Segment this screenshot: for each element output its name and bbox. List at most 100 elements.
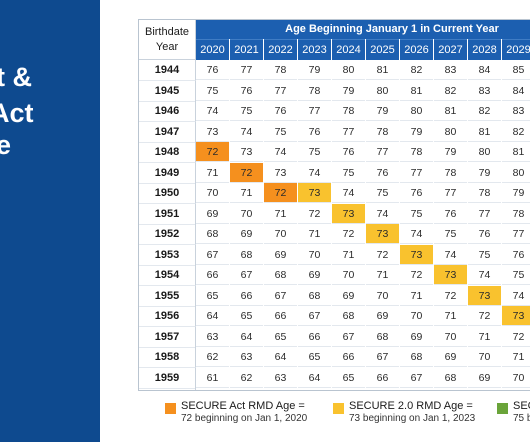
age-cell: 77 — [434, 183, 467, 203]
age-cell: 66 — [366, 368, 399, 388]
age-cell: 76 — [332, 142, 365, 162]
age-cell: 69 — [468, 368, 501, 388]
year-header-2022: 2022 — [264, 39, 297, 60]
year-header-2029: 2029 — [502, 39, 530, 60]
age-cell: 69 — [400, 327, 433, 347]
year-header-2024: 2024 — [332, 39, 365, 60]
age-cell: 71 — [332, 245, 365, 265]
age-cell: 79 — [298, 60, 331, 80]
age-cell: 68 — [400, 347, 433, 367]
age-cell: 80 — [332, 60, 365, 80]
age-cell: 80 — [366, 81, 399, 101]
age-cell: 66 — [264, 306, 297, 326]
age-cell: 71 — [468, 327, 501, 347]
age-cell: 70 — [468, 347, 501, 367]
age-cell: 71 — [400, 286, 433, 306]
age-cell: 67 — [230, 265, 263, 285]
age-cell: 75 — [230, 101, 263, 121]
age-cell: 67 — [196, 245, 229, 265]
age-cell: 80 — [502, 163, 530, 183]
age-cell: 78 — [434, 163, 467, 183]
legend-swatch — [333, 403, 344, 414]
birth-year-1953: 1953 — [139, 244, 196, 266]
age-cell: 76 — [400, 183, 433, 203]
age-cell: 62 — [230, 368, 263, 388]
year-header-2028: 2028 — [468, 39, 501, 60]
age-cell: 77 — [400, 163, 433, 183]
age-cell: 73 — [230, 142, 263, 162]
age-cell: 68 — [298, 286, 331, 306]
age-cell: 77 — [366, 142, 399, 162]
age-cell: 72 — [264, 183, 297, 203]
age-cell: 65 — [366, 388, 399, 390]
birth-year-1951: 1951 — [139, 203, 196, 225]
age-cell: 70 — [298, 245, 331, 265]
age-cell: 77 — [298, 101, 331, 121]
age-cell: 62 — [196, 347, 229, 367]
age-cell: 80 — [434, 122, 467, 142]
birth-year-1947: 1947 — [139, 121, 196, 143]
age-cell: 68 — [366, 327, 399, 347]
age-header: Age Beginning January 1 in Current Year — [196, 20, 530, 39]
age-cell: 68 — [332, 306, 365, 326]
age-cell: 75 — [400, 204, 433, 224]
age-cell: 71 — [298, 224, 331, 244]
age-cell: 76 — [196, 60, 229, 80]
age-cell: 73 — [366, 224, 399, 244]
age-cell: 76 — [502, 245, 530, 265]
age-cell: 67 — [366, 347, 399, 367]
legend-title: SEC — [513, 400, 530, 412]
age-cell: 78 — [298, 81, 331, 101]
age-cell: 61 — [196, 368, 229, 388]
birth-year-1945: 1945 — [139, 80, 196, 102]
year-header-2020: 2020 — [196, 39, 229, 60]
age-cell: 69 — [434, 347, 467, 367]
age-cell: 70 — [332, 265, 365, 285]
birth-year-1952: 1952 — [139, 224, 196, 245]
age-cell: 75 — [196, 81, 229, 101]
age-cell: 65 — [196, 286, 229, 306]
age-cell: 78 — [332, 101, 365, 121]
age-cell: 81 — [502, 142, 530, 162]
age-cell: 68 — [264, 265, 297, 285]
age-cell: 80 — [468, 142, 501, 162]
birth-year-1950: 1950 — [139, 183, 196, 204]
age-cell: 79 — [366, 101, 399, 121]
age-cell: 82 — [434, 81, 467, 101]
age-cell: 69 — [502, 388, 530, 390]
age-cell: 78 — [264, 60, 297, 80]
age-cell: 63 — [196, 327, 229, 347]
age-cell: 74 — [332, 183, 365, 203]
age-cell: 72 — [502, 327, 530, 347]
birth-year-1955: 1955 — [139, 285, 196, 307]
age-cell: 73 — [468, 285, 501, 306]
age-cell: 65 — [264, 327, 297, 347]
age-cell: 74 — [196, 101, 229, 121]
year-header-2027: 2027 — [434, 39, 467, 60]
age-cell: 62 — [264, 388, 297, 390]
age-cell: 78 — [400, 142, 433, 162]
age-cell: 76 — [366, 163, 399, 183]
age-cell: 74 — [298, 163, 331, 183]
age-cell: 75 — [298, 142, 331, 162]
age-cell: 69 — [230, 224, 263, 244]
age-cell: 71 — [196, 163, 229, 183]
age-header-text: Age Beginning January 1 in Current Year — [285, 23, 499, 35]
age-cell: 83 — [502, 101, 530, 121]
age-cell: 67 — [298, 306, 331, 326]
age-cell: 73 — [264, 163, 297, 183]
birth-year-1960: 1960 — [139, 388, 196, 390]
age-cell: 72 — [468, 306, 501, 326]
sidebar-title-line-2: Act — [0, 98, 34, 128]
age-cell: 75 — [502, 265, 530, 285]
age-cell: 75 — [468, 245, 501, 265]
age-cell: 84 — [502, 81, 530, 101]
age-cell: 64 — [264, 347, 297, 367]
age-cell: 70 — [434, 327, 467, 347]
age-cell: 67 — [434, 388, 467, 390]
age-cell: 68 — [196, 224, 229, 244]
birthdate-header-line-2: Year — [155, 40, 179, 53]
year-header-2023: 2023 — [298, 39, 331, 60]
age-cell: 85 — [502, 60, 530, 80]
age-cell: 75 — [264, 122, 297, 142]
